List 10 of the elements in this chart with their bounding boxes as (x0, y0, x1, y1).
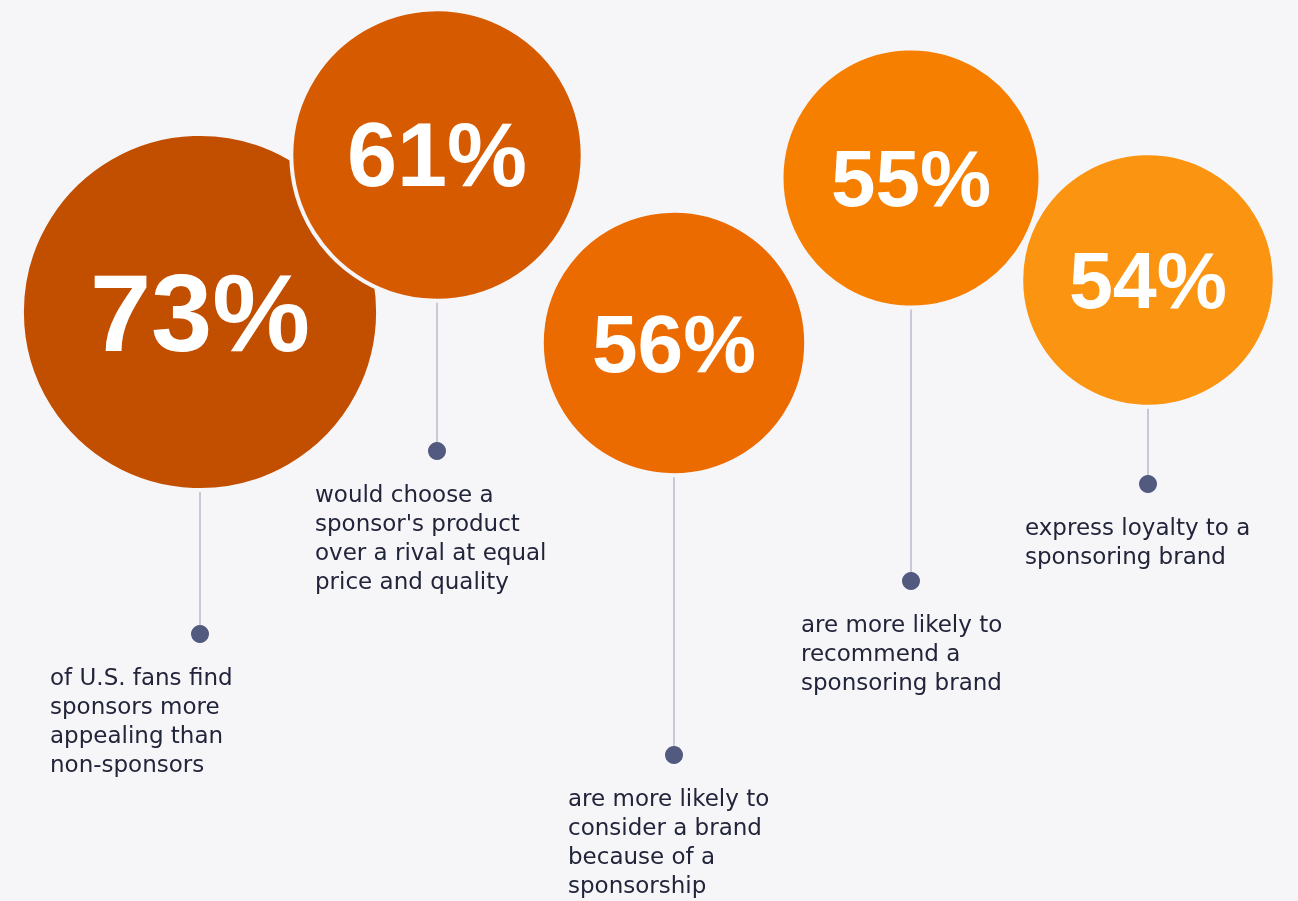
category-label: would choose a sponsor's product over a rival at equal price and quality (315, 480, 554, 594)
category-label: of U.S. fans find sponsors more appealing than non-sponsors (50, 663, 240, 777)
data-label: 55% (830, 133, 992, 223)
data-label: 61% (346, 105, 528, 205)
data-label: 56% (591, 297, 757, 389)
category-label: are more likely to recommend a sponsoring brand (801, 610, 1010, 695)
data-label: 73% (89, 250, 311, 374)
category-label: are more likely to consider a brand because of a sponsorship (568, 784, 777, 898)
data-label: 54% (1068, 235, 1228, 325)
category-label: express loyalty to a sponsoring brand (1025, 513, 1258, 569)
